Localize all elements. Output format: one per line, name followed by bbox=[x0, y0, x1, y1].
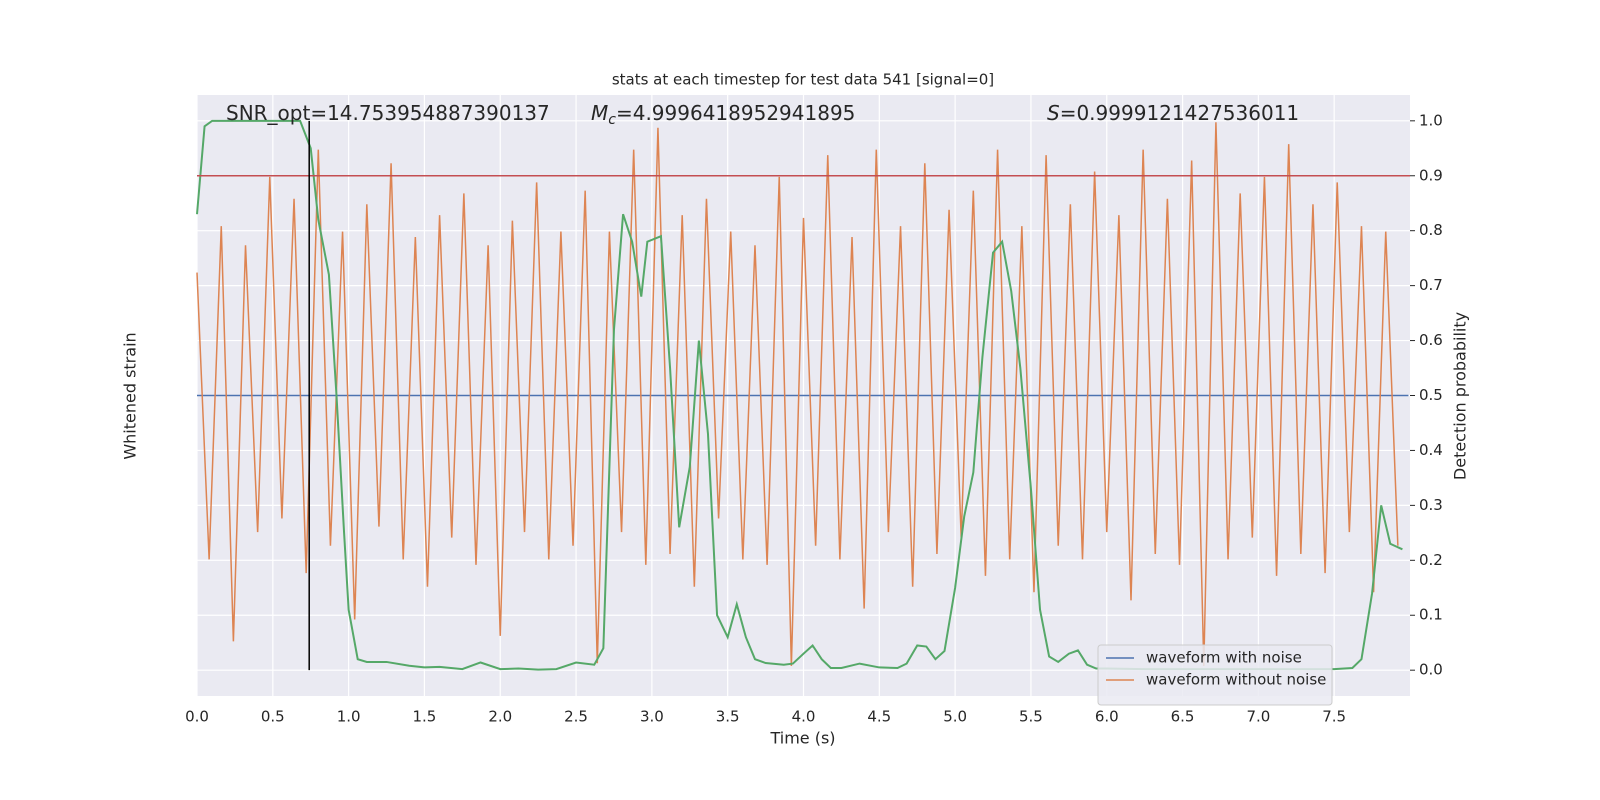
y2-axis-label: Detection probability bbox=[1451, 312, 1470, 480]
y2-tick-label: 0.8 bbox=[1419, 221, 1443, 239]
x-tick-label: 2.0 bbox=[488, 708, 512, 726]
annotation: Mc=4.9996418952941895 bbox=[591, 101, 855, 129]
legend-label: waveform with noise bbox=[1146, 649, 1302, 667]
annotation: SNR_opt=14.753954887390137 bbox=[226, 101, 550, 125]
x-tick-label: 2.5 bbox=[564, 708, 588, 726]
annotation-text: =4.9996418952941895 bbox=[616, 101, 855, 125]
chart-title: stats at each timestep for test data 541… bbox=[612, 71, 994, 89]
y2-tick-label: 1.0 bbox=[1419, 111, 1443, 129]
y2-tick-label: 0.1 bbox=[1419, 606, 1443, 624]
x-tick-label: 3.5 bbox=[716, 708, 740, 726]
y2-tick-label: 0.5 bbox=[1419, 386, 1443, 404]
y2-tick-label: 0.4 bbox=[1419, 441, 1443, 459]
x-tick-label: 5.5 bbox=[1019, 708, 1043, 726]
x-axis-label: Time (s) bbox=[769, 729, 835, 748]
x-tick-label: 0.0 bbox=[185, 708, 209, 726]
annotation-symbol: M bbox=[591, 101, 608, 125]
annotation-text: =0.9999121427536011 bbox=[1060, 101, 1299, 125]
x-tick-label: 6.5 bbox=[1171, 708, 1195, 726]
x-tick-label: 1.0 bbox=[337, 708, 361, 726]
x-tick-label: 0.5 bbox=[261, 708, 285, 726]
x-tick-label: 6.0 bbox=[1095, 708, 1119, 726]
x-tick-label: 7.5 bbox=[1322, 708, 1346, 726]
annotation-text: SNR_opt=14.753954887390137 bbox=[226, 101, 550, 125]
y2-tick-label: 0.3 bbox=[1419, 496, 1443, 514]
y2-tick-label: 0.0 bbox=[1419, 661, 1443, 679]
x-tick-label: 7.0 bbox=[1246, 708, 1270, 726]
series-line bbox=[196, 122, 1399, 666]
y2-tick-label: 0.7 bbox=[1419, 276, 1443, 294]
y2-tick-label: 0.6 bbox=[1419, 331, 1443, 349]
annotation-subscript: c bbox=[608, 112, 616, 128]
y2-tick-label: 0.9 bbox=[1419, 166, 1443, 184]
series-line bbox=[196, 119, 1403, 671]
x-tick-label: 1.5 bbox=[413, 708, 437, 726]
y2-tick-label: 0.2 bbox=[1419, 551, 1443, 569]
legend-label: waveform without noise bbox=[1146, 671, 1326, 689]
y-axis-label: Whitened strain bbox=[121, 332, 140, 459]
x-tick-label: 4.5 bbox=[867, 708, 891, 726]
x-tick-label: 4.0 bbox=[792, 708, 816, 726]
legend-box bbox=[1097, 644, 1333, 706]
x-tick-label: 5.0 bbox=[943, 708, 967, 726]
x-tick-label: 3.0 bbox=[640, 708, 664, 726]
annotation-symbol: S bbox=[1047, 101, 1060, 125]
annotation: S=0.9999121427536011 bbox=[1047, 101, 1299, 125]
